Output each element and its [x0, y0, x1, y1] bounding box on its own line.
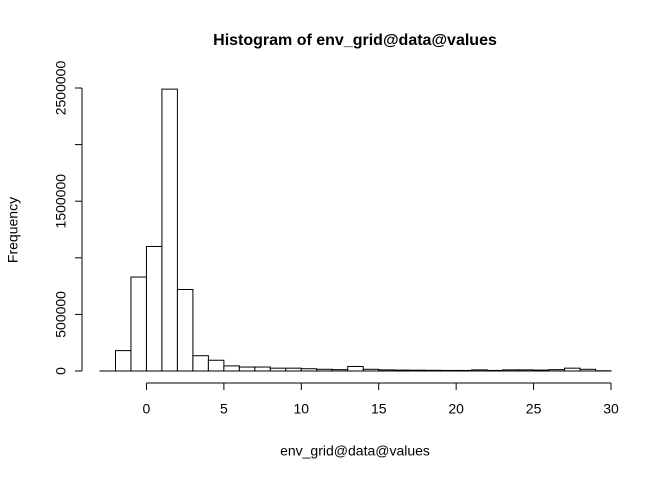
- y-tick-label: 500000: [53, 291, 69, 338]
- bar: [534, 370, 549, 371]
- x-tick-label: 15: [371, 401, 387, 417]
- bar: [177, 289, 192, 371]
- bar: [456, 370, 471, 371]
- bar: [410, 370, 425, 371]
- x-tick-label: 10: [294, 401, 310, 417]
- bar: [239, 367, 254, 371]
- bar: [518, 370, 533, 371]
- y-tick-label: 1500000: [53, 174, 69, 229]
- y-tick-label: 0: [53, 367, 69, 375]
- bar: [146, 246, 161, 371]
- bar: [549, 370, 564, 371]
- x-tick-label: 30: [603, 401, 619, 417]
- bar: [487, 370, 502, 371]
- bar: [363, 369, 378, 371]
- bar: [472, 370, 487, 371]
- bar: [224, 366, 239, 371]
- x-tick-label: 5: [220, 401, 228, 417]
- bar: [115, 351, 130, 371]
- bar: [286, 368, 301, 371]
- bar: [193, 356, 208, 371]
- bar: [503, 370, 518, 371]
- bar: [270, 368, 285, 371]
- bar: [208, 360, 223, 371]
- bar: [441, 370, 456, 371]
- bar: [131, 277, 146, 371]
- x-axis-label: env_grid@data@values: [280, 443, 430, 459]
- bar: [565, 368, 580, 371]
- bar: [394, 370, 409, 371]
- bar: [255, 367, 270, 371]
- bar: [317, 369, 332, 371]
- bar: [332, 370, 347, 371]
- y-tick-label: 2500000: [53, 61, 69, 116]
- bar: [348, 366, 363, 371]
- bar: [162, 89, 177, 371]
- x-tick-label: 20: [448, 401, 464, 417]
- bar: [425, 370, 440, 371]
- x-tick-label: 25: [526, 401, 542, 417]
- bar: [379, 370, 394, 371]
- chart-title: Histogram of env_grid@data@values: [213, 32, 497, 49]
- y-axis-label: Frequency: [5, 197, 21, 263]
- bar: [580, 369, 595, 371]
- x-tick-label: 0: [143, 401, 151, 417]
- bar: [301, 369, 316, 371]
